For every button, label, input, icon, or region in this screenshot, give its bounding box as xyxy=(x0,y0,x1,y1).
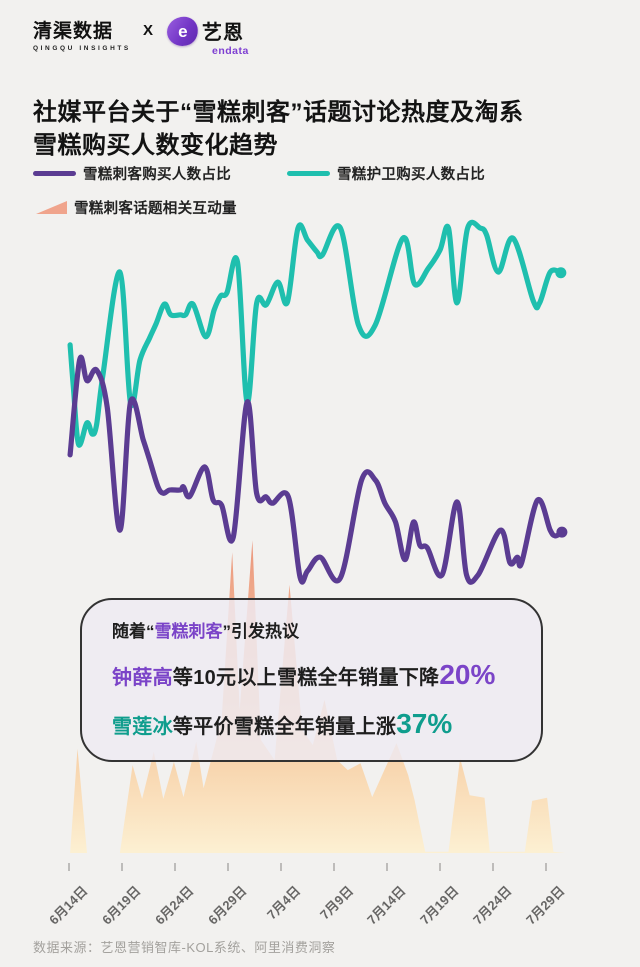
legend-label: 雪糕刺客购买人数占比 xyxy=(83,167,231,183)
logo-separator: X xyxy=(143,22,154,39)
callout-value-down: 20% xyxy=(439,659,496,690)
line-end-dot xyxy=(556,526,568,538)
endata-logo: e 艺恩 endata xyxy=(164,14,249,57)
data-source-note: 数据来源：艺恩营销智库-KOL系统、阿里消费洞察 xyxy=(33,940,336,955)
callout-brand-zhongxuegao: 钟薛高 xyxy=(112,667,173,689)
header: 清渠数据 QINGQU INSIGHTS X e 艺恩 endata xyxy=(33,14,613,58)
callout-line1-post: ”引发热议 xyxy=(222,622,300,641)
callout-brand-xuelianbing: 雪莲冰 xyxy=(112,716,173,738)
qingqu-logo: 清渠数据 QINGQU INSIGHTS xyxy=(33,16,131,52)
endata-logo-en: endata xyxy=(212,45,249,57)
callout-line3: 雪莲冰等平价雪糕全年销量上涨37% xyxy=(112,708,541,740)
callout-line3-text: 等平价雪糕全年销量上涨 xyxy=(172,716,397,738)
legend-item-guard: 雪糕护卫购买人数占比 xyxy=(287,163,485,184)
page-title-line1: 社媒平台关于“雪糕刺客”话题讨论热度及淘系 xyxy=(33,99,524,126)
page-title-line2: 雪糕购买人数变化趋势 xyxy=(33,132,278,159)
legend-label: 雪糕刺客话题相关互动量 xyxy=(74,201,237,217)
legend-item-interaction: 雪糕刺客话题相关互动量 xyxy=(36,197,237,218)
endata-logo-text: 艺恩 endata xyxy=(202,16,249,57)
callout-line2-text: 等10元以上雪糕全年销量下降 xyxy=(172,667,440,689)
callout-line1: 随着“雪糕刺客”引发热议 xyxy=(112,617,541,642)
page-title: 社媒平台关于“雪糕刺客”话题讨论热度及淘系 雪糕购买人数变化趋势 xyxy=(33,96,618,162)
callout-line1-pre: 随着“ xyxy=(112,622,155,641)
guard-line-swatch-icon xyxy=(287,171,330,176)
callout-line2: 钟薛高等10元以上雪糕全年销量下降20% xyxy=(112,659,541,691)
legend-label: 雪糕护卫购买人数占比 xyxy=(337,167,485,183)
callout-line1-highlight: 雪糕刺客 xyxy=(154,622,223,641)
line-end-dot xyxy=(555,267,567,279)
qingqu-logo-cn: 清渠数据 xyxy=(33,21,114,42)
interaction-volume-area xyxy=(63,540,566,853)
endata-logo-cn: 艺恩 xyxy=(202,22,244,44)
trend-line xyxy=(67,354,565,585)
trend-line xyxy=(67,219,564,448)
legend-item-assassin: 雪糕刺客购买人数占比 xyxy=(33,163,231,184)
qingqu-logo-en: QINGQU INSIGHTS xyxy=(33,45,131,52)
callout-box: 随着“雪糕刺客”引发热议 钟薛高等10元以上雪糕全年销量下降20% 雪莲冰等平价… xyxy=(80,598,543,762)
callout-value-up: 37% xyxy=(396,708,453,739)
assassin-line-swatch-icon xyxy=(33,171,76,176)
